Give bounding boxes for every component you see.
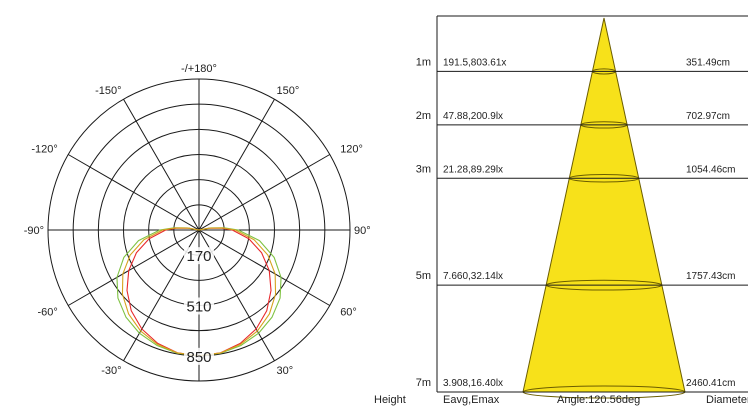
column-header: Eavg,Emax: [443, 394, 500, 406]
row-illuminance-label: 21.28,89.29lx: [443, 164, 503, 175]
illuminance-table-grid: [436, 15, 748, 393]
row-diameter-label: 702.97cm: [686, 111, 730, 122]
row-illuminance-label: 7.660,32.14lx: [443, 271, 503, 282]
polar-angle-label: -/+180°: [181, 63, 217, 75]
illuminance-table-text: 1m 191.5,803.61x 351.49cm 2m 47.88,200.9lx 70…: [374, 56, 748, 406]
row-diameter-label: 351.49cm: [686, 57, 730, 68]
polar-angle-label: 30°: [277, 365, 294, 377]
row-illuminance-label: 3.908,16.40lx: [443, 378, 503, 389]
polar-intensity-chart: -/+180° 150° 120° 90° 60° 30° -30° -60° -90° -120…: [24, 63, 371, 382]
polar-angle-label: 60°: [340, 307, 357, 319]
row-height-label: 1m: [416, 56, 431, 68]
beam-cone: [522, 17, 686, 399]
polar-angle-label: 90°: [354, 225, 371, 237]
polar-angle-label: -30°: [101, 365, 121, 377]
polar-angle-label: 150°: [277, 85, 300, 97]
polar-radial-labels: 170 510 850: [184, 247, 214, 366]
row-height-label: 5m: [416, 270, 431, 282]
illuminance-cone-table: 1m 191.5,803.61x 351.49cm 2m 47.88,200.9lx 70…: [374, 15, 748, 406]
row-diameter-label: 1757.43cm: [686, 271, 735, 282]
polar-angle-label: -150°: [95, 85, 121, 97]
column-header: Angle:120.56deg: [557, 394, 640, 406]
polar-angle-label: 120°: [340, 144, 363, 156]
polar-angle-labels: -/+180° 150° 120° 90° 60° 30° -30° -60° -90° -120…: [24, 63, 371, 377]
polar-radial-label: 510: [186, 299, 211, 316]
polar-radial-label-bg: [184, 297, 214, 315]
polar-radial-label: 170: [186, 248, 211, 265]
row-height-label: 3m: [416, 163, 431, 175]
row-illuminance-label: 47.88,200.9lx: [443, 111, 503, 122]
row-height-label: 2m: [416, 110, 431, 122]
row-diameter-label: 1054.46cm: [686, 164, 735, 175]
row-illuminance-label: 191.5,803.61x: [443, 57, 506, 68]
column-header: Diameter: [706, 394, 748, 406]
column-header: Height: [374, 394, 406, 406]
row-diameter-label: 2460.41cm: [686, 378, 735, 389]
polar-radial-label-bg: [184, 247, 214, 265]
polar-radial-label: 850: [186, 349, 211, 366]
row-height-label: 7m: [416, 377, 431, 389]
polar-angle-label: -90°: [24, 225, 44, 237]
polar-angle-label: -120°: [31, 144, 57, 156]
polar-radial-label-bg: [184, 347, 214, 365]
polar-angle-label: -60°: [37, 307, 57, 319]
